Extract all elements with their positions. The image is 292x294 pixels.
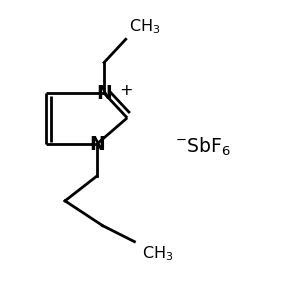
Text: $^{-}$SbF$_6$: $^{-}$SbF$_6$ <box>175 136 231 158</box>
Text: CH$_3$: CH$_3$ <box>142 245 173 263</box>
Text: CH$_3$: CH$_3$ <box>129 18 160 36</box>
Text: N: N <box>96 83 112 103</box>
Text: +: + <box>119 83 133 98</box>
Text: N: N <box>89 135 105 153</box>
